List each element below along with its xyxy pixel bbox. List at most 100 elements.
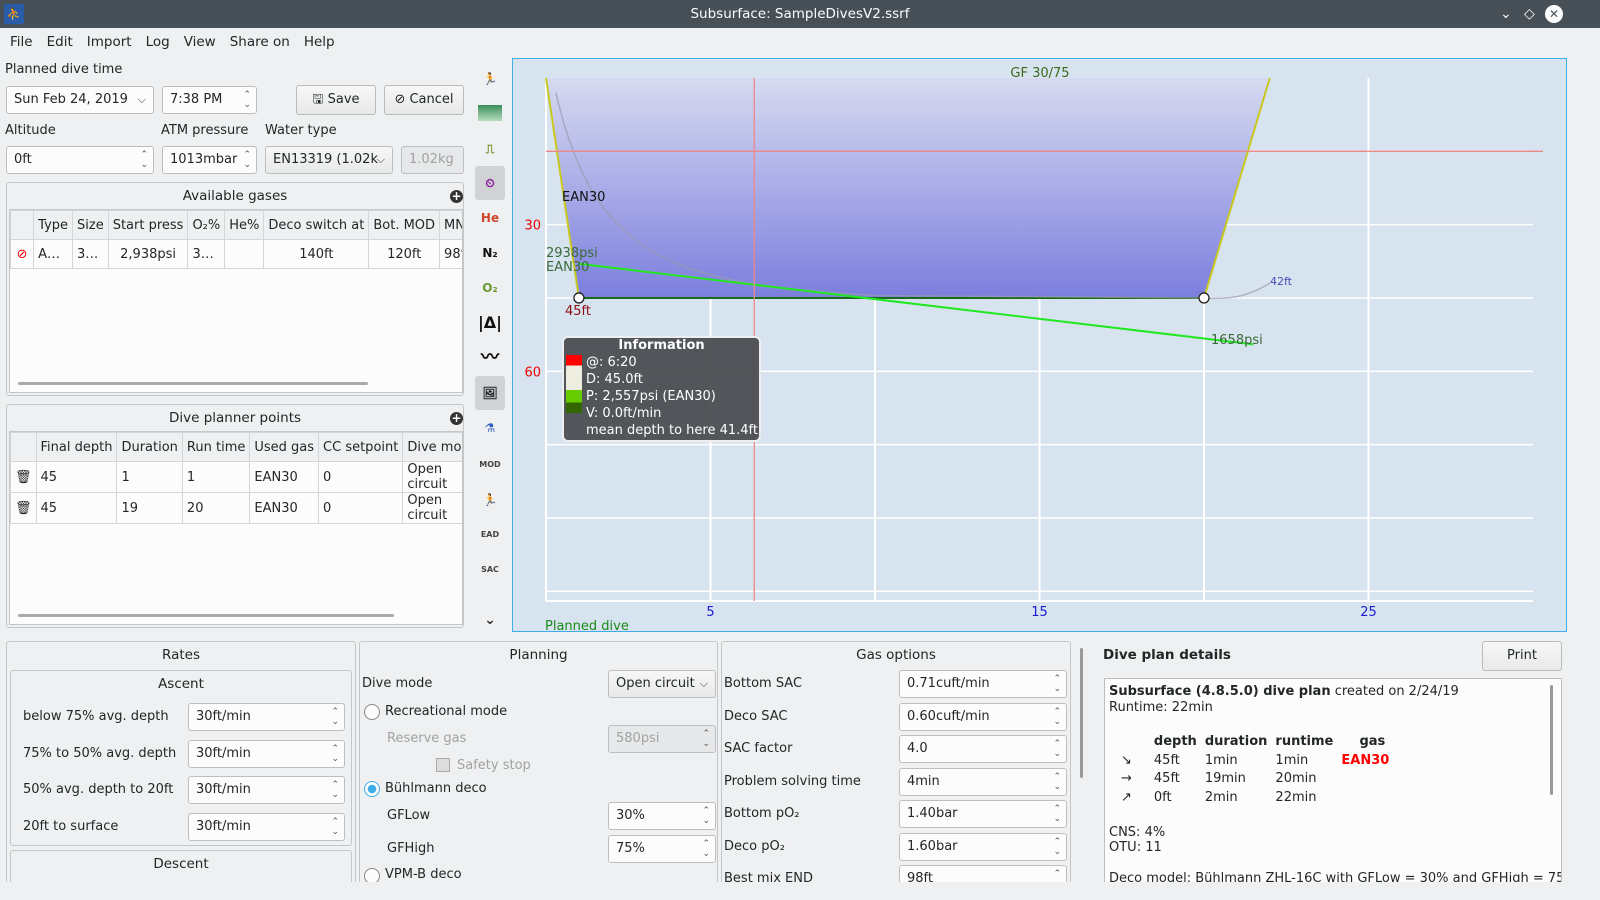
print-button[interactable]: Print bbox=[1482, 641, 1562, 671]
dive-plan-text[interactable]: Subsurface (4.8.5.0) dive plan created o… bbox=[1104, 678, 1562, 898]
cell[interactable] bbox=[224, 239, 265, 269]
trash-icon[interactable]: 🗑 bbox=[10, 461, 37, 493]
col-mnd[interactable]: MND bbox=[439, 210, 462, 240]
profile-ruler-icon[interactable]: 🏃 bbox=[482, 72, 498, 86]
menu-edit[interactable]: Edit bbox=[46, 34, 73, 50]
col-size[interactable]: Size bbox=[72, 210, 109, 240]
gflow-field[interactable]: 30% ⌃ ⌄ bbox=[608, 802, 716, 830]
gas-option-field[interactable]: 1.40bar ⌃ ⌄ bbox=[899, 800, 1067, 828]
cell[interactable]: 3… bbox=[72, 239, 109, 269]
gas-option-field[interactable]: 1.60bar ⌃ ⌄ bbox=[899, 832, 1067, 861]
cell[interactable]: 0 bbox=[318, 461, 404, 493]
vertical-scrollbar[interactable] bbox=[1550, 685, 1553, 795]
ruler-icon[interactable]: |Δ| bbox=[477, 313, 503, 332]
col-deco-switch[interactable]: Deco switch at bbox=[263, 210, 370, 240]
menu-import[interactable]: Import bbox=[86, 34, 132, 50]
col-he[interactable]: He% bbox=[224, 210, 265, 240]
cancel-button[interactable]: ⊘ Cancel bbox=[384, 85, 464, 115]
add-point-button[interactable]: + bbox=[450, 411, 463, 425]
ascent-rate-field[interactable]: 30ft/min ⌃ ⌄ bbox=[188, 776, 345, 804]
dive-mode-select[interactable]: Open circuit ⌵ bbox=[608, 670, 716, 698]
sac-icon[interactable]: SAC bbox=[481, 565, 499, 574]
cell[interactable]: 19 bbox=[116, 492, 183, 524]
horizontal-scrollbar[interactable] bbox=[18, 382, 368, 385]
gas-option-field[interactable]: 4min ⌃ ⌄ bbox=[899, 767, 1067, 796]
col-dive-mode[interactable]: Dive mode bbox=[402, 432, 462, 462]
gas-option-field[interactable]: 4.0 ⌃ ⌄ bbox=[899, 735, 1067, 763]
maximize-icon[interactable]: ◇ bbox=[1524, 6, 1535, 22]
cell[interactable]: 140ft bbox=[263, 239, 370, 269]
table-row[interactable]: 🗑 45 1 1 EAN30 0 Open circuit bbox=[10, 461, 462, 493]
altitude-field[interactable]: 0ft ⌃ ⌄ bbox=[6, 146, 154, 174]
cell[interactable]: 2,938psi bbox=[107, 239, 189, 269]
chevron-down-icon[interactable]: ⌄ bbox=[484, 612, 496, 628]
trash-icon[interactable]: 🗑 bbox=[10, 492, 37, 524]
col-o2[interactable]: O₂% bbox=[187, 210, 226, 240]
recreational-radio[interactable] bbox=[364, 704, 380, 720]
cell[interactable]: 0 bbox=[318, 492, 404, 524]
col-run-time[interactable]: Run time bbox=[181, 432, 251, 462]
delete-disabled-icon[interactable]: ⊘ bbox=[10, 239, 35, 269]
menu-view[interactable]: View bbox=[183, 34, 216, 50]
cell[interactable]: 3… bbox=[187, 239, 226, 269]
minimize-icon[interactable]: ⌄ bbox=[1500, 6, 1512, 22]
water-type-select[interactable]: EN13319 (1.02k ⌵ bbox=[265, 146, 393, 174]
col-type[interactable]: Type bbox=[33, 210, 74, 240]
col-final-depth[interactable]: Final depth bbox=[35, 432, 118, 462]
col-duration[interactable]: Duration bbox=[116, 432, 183, 462]
ceiling-icon[interactable]: ⎍ bbox=[485, 142, 495, 156]
table-row[interactable]: ⊘ A… 3… 2,938psi 3… 140ft 120ft 98f bbox=[10, 239, 462, 269]
ascent-rate-field[interactable]: 30ft/min ⌃ ⌄ bbox=[188, 703, 345, 731]
plan-deco-model: Deco model: Bühlmann ZHL-16C with GFLow … bbox=[1109, 870, 1562, 886]
col-used-gas[interactable]: Used gas bbox=[249, 432, 320, 462]
save-button[interactable]: 🖫 Save bbox=[296, 85, 376, 115]
atm-field[interactable]: 1013mbar ⌃ ⌄ bbox=[162, 146, 257, 174]
o2-icon[interactable]: O₂ bbox=[482, 281, 498, 295]
col-bot-mod[interactable]: Bot. MOD bbox=[368, 210, 441, 240]
close-icon[interactable]: ✕ bbox=[1545, 5, 1563, 23]
col-cc-setpoint[interactable]: CC setpoint bbox=[318, 432, 404, 462]
cell[interactable]: 98f bbox=[439, 239, 462, 269]
gfhigh-field[interactable]: 75% ⌃ ⌄ bbox=[608, 835, 716, 863]
gas-pressure-icon[interactable]: ⚗ bbox=[484, 421, 496, 435]
cell[interactable]: 20 bbox=[181, 492, 251, 524]
menu-help[interactable]: Help bbox=[303, 34, 335, 50]
gas-option-row: Deco SAC 0.60cuft/min ⌃ ⌄ bbox=[724, 702, 1068, 731]
time-field[interactable]: 7:38 PM ⌃ ⌄ bbox=[162, 86, 257, 114]
ascent-rate-field[interactable]: 30ft/min ⌃ ⌄ bbox=[188, 812, 345, 841]
add-gas-button[interactable]: + bbox=[450, 189, 463, 203]
cell[interactable]: A… bbox=[33, 239, 74, 269]
cell[interactable]: EAN30 bbox=[249, 461, 320, 493]
cell[interactable]: 1 bbox=[116, 461, 183, 493]
cell[interactable]: 1 bbox=[181, 461, 251, 493]
date-field[interactable]: Sun Feb 24, 2019 ⌵ bbox=[6, 86, 154, 114]
n2-icon[interactable]: N₂ bbox=[482, 246, 498, 260]
mod-icon[interactable]: MOD bbox=[479, 460, 501, 469]
dive-profile-chart[interactable]: 5 15 25 30 60 EAN30 2938psi EAN30 45ft 1658psi 42f… bbox=[512, 58, 1568, 634]
cell[interactable]: 45 bbox=[35, 492, 118, 524]
table-row[interactable]: 🗑 45 19 20 EAN30 0 Open circuit bbox=[10, 492, 462, 524]
col-start-press[interactable]: Start press bbox=[107, 210, 189, 240]
buhlmann-radio[interactable] bbox=[364, 781, 380, 797]
cell[interactable]: 120ft bbox=[368, 239, 441, 269]
cell[interactable]: Open circuit bbox=[402, 492, 462, 524]
menu-share[interactable]: Share on bbox=[229, 34, 290, 50]
npd-icon[interactable]: 🏃 bbox=[482, 493, 498, 507]
horizontal-scrollbar[interactable] bbox=[18, 614, 394, 617]
tissue-heat-icon[interactable] bbox=[478, 105, 502, 121]
gas-option-field[interactable]: 0.71cuft/min ⌃ ⌄ bbox=[899, 670, 1067, 698]
scale-graph-icon[interactable]: 〰 bbox=[481, 347, 499, 368]
he-icon[interactable]: He bbox=[480, 211, 500, 225]
gas-option-field[interactable]: 0.60cuft/min ⌃ ⌄ bbox=[899, 702, 1067, 731]
profile-svg[interactable]: 5 15 253060EAN302938psiEAN3045ft1658psi42f… bbox=[513, 59, 1568, 634]
cell[interactable]: 45 bbox=[35, 461, 118, 493]
cell[interactable]: Open circuit bbox=[402, 461, 462, 493]
ead-icon[interactable]: EAD bbox=[480, 530, 500, 539]
menu-log[interactable]: Log bbox=[145, 34, 170, 50]
calculated-ceiling-icon[interactable]: ⏲ bbox=[475, 166, 505, 200]
ascent-rate-field[interactable]: 30ft/min ⌃ ⌄ bbox=[188, 739, 345, 768]
menu-file[interactable]: File bbox=[10, 34, 33, 50]
cell[interactable]: EAN30 bbox=[249, 492, 320, 524]
splitter-handle[interactable] bbox=[1080, 648, 1083, 778]
picture-icon[interactable]: 🖼 bbox=[475, 376, 505, 410]
